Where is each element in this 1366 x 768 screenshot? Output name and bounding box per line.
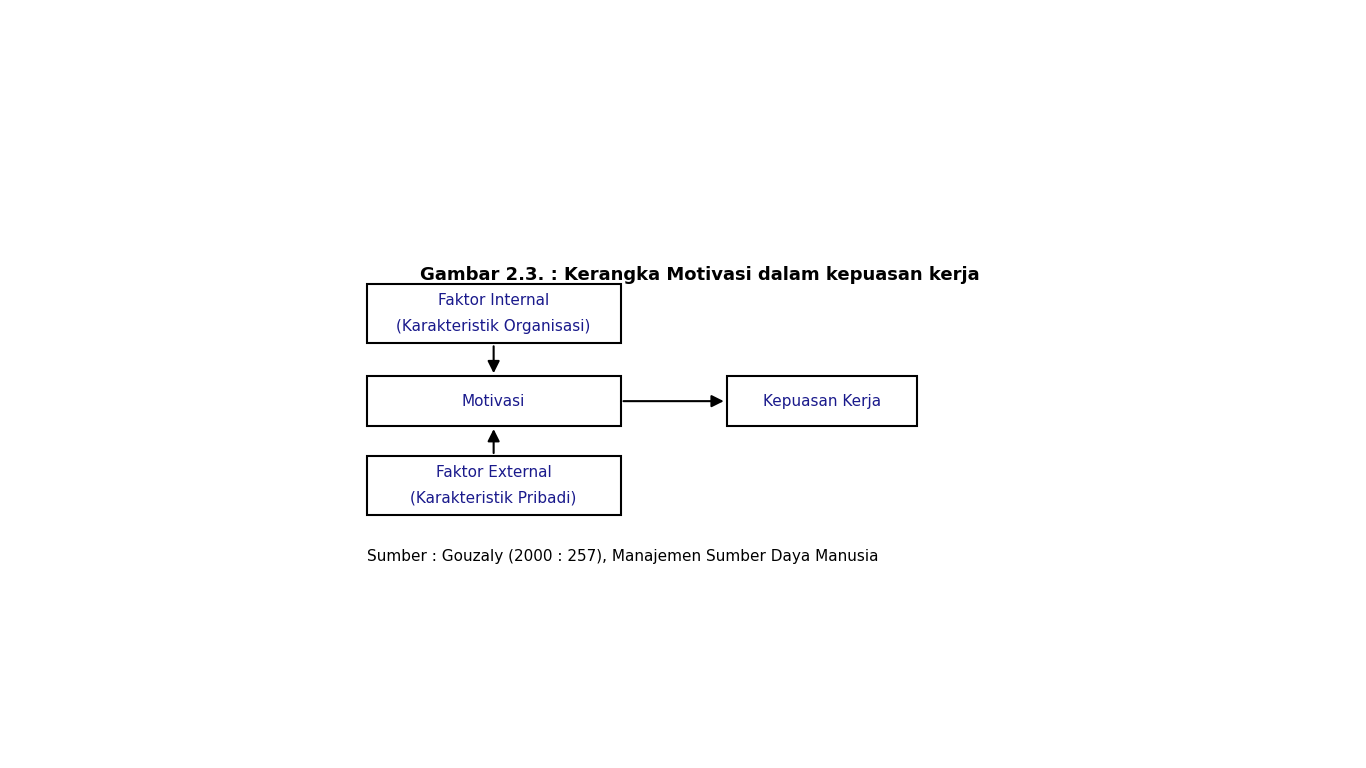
Text: (Karakteristik Organisasi): (Karakteristik Organisasi) (396, 319, 591, 334)
FancyBboxPatch shape (366, 284, 620, 343)
FancyBboxPatch shape (366, 376, 620, 426)
Text: Kepuasan Kerja: Kepuasan Kerja (762, 394, 881, 409)
Text: (Karakteristik Pribadi): (Karakteristik Pribadi) (410, 491, 576, 506)
Text: Sumber : Gouzaly (2000 : 257), Manajemen Sumber Daya Manusia: Sumber : Gouzaly (2000 : 257), Manajemen… (366, 549, 878, 564)
Text: Faktor External: Faktor External (436, 465, 552, 480)
Text: Motivasi: Motivasi (462, 394, 526, 409)
Text: Faktor Internal: Faktor Internal (438, 293, 549, 309)
Text: Gambar 2.3. : Kerangka Motivasi dalam kepuasan kerja: Gambar 2.3. : Kerangka Motivasi dalam ke… (421, 266, 979, 284)
FancyBboxPatch shape (366, 456, 620, 515)
FancyBboxPatch shape (727, 376, 917, 426)
